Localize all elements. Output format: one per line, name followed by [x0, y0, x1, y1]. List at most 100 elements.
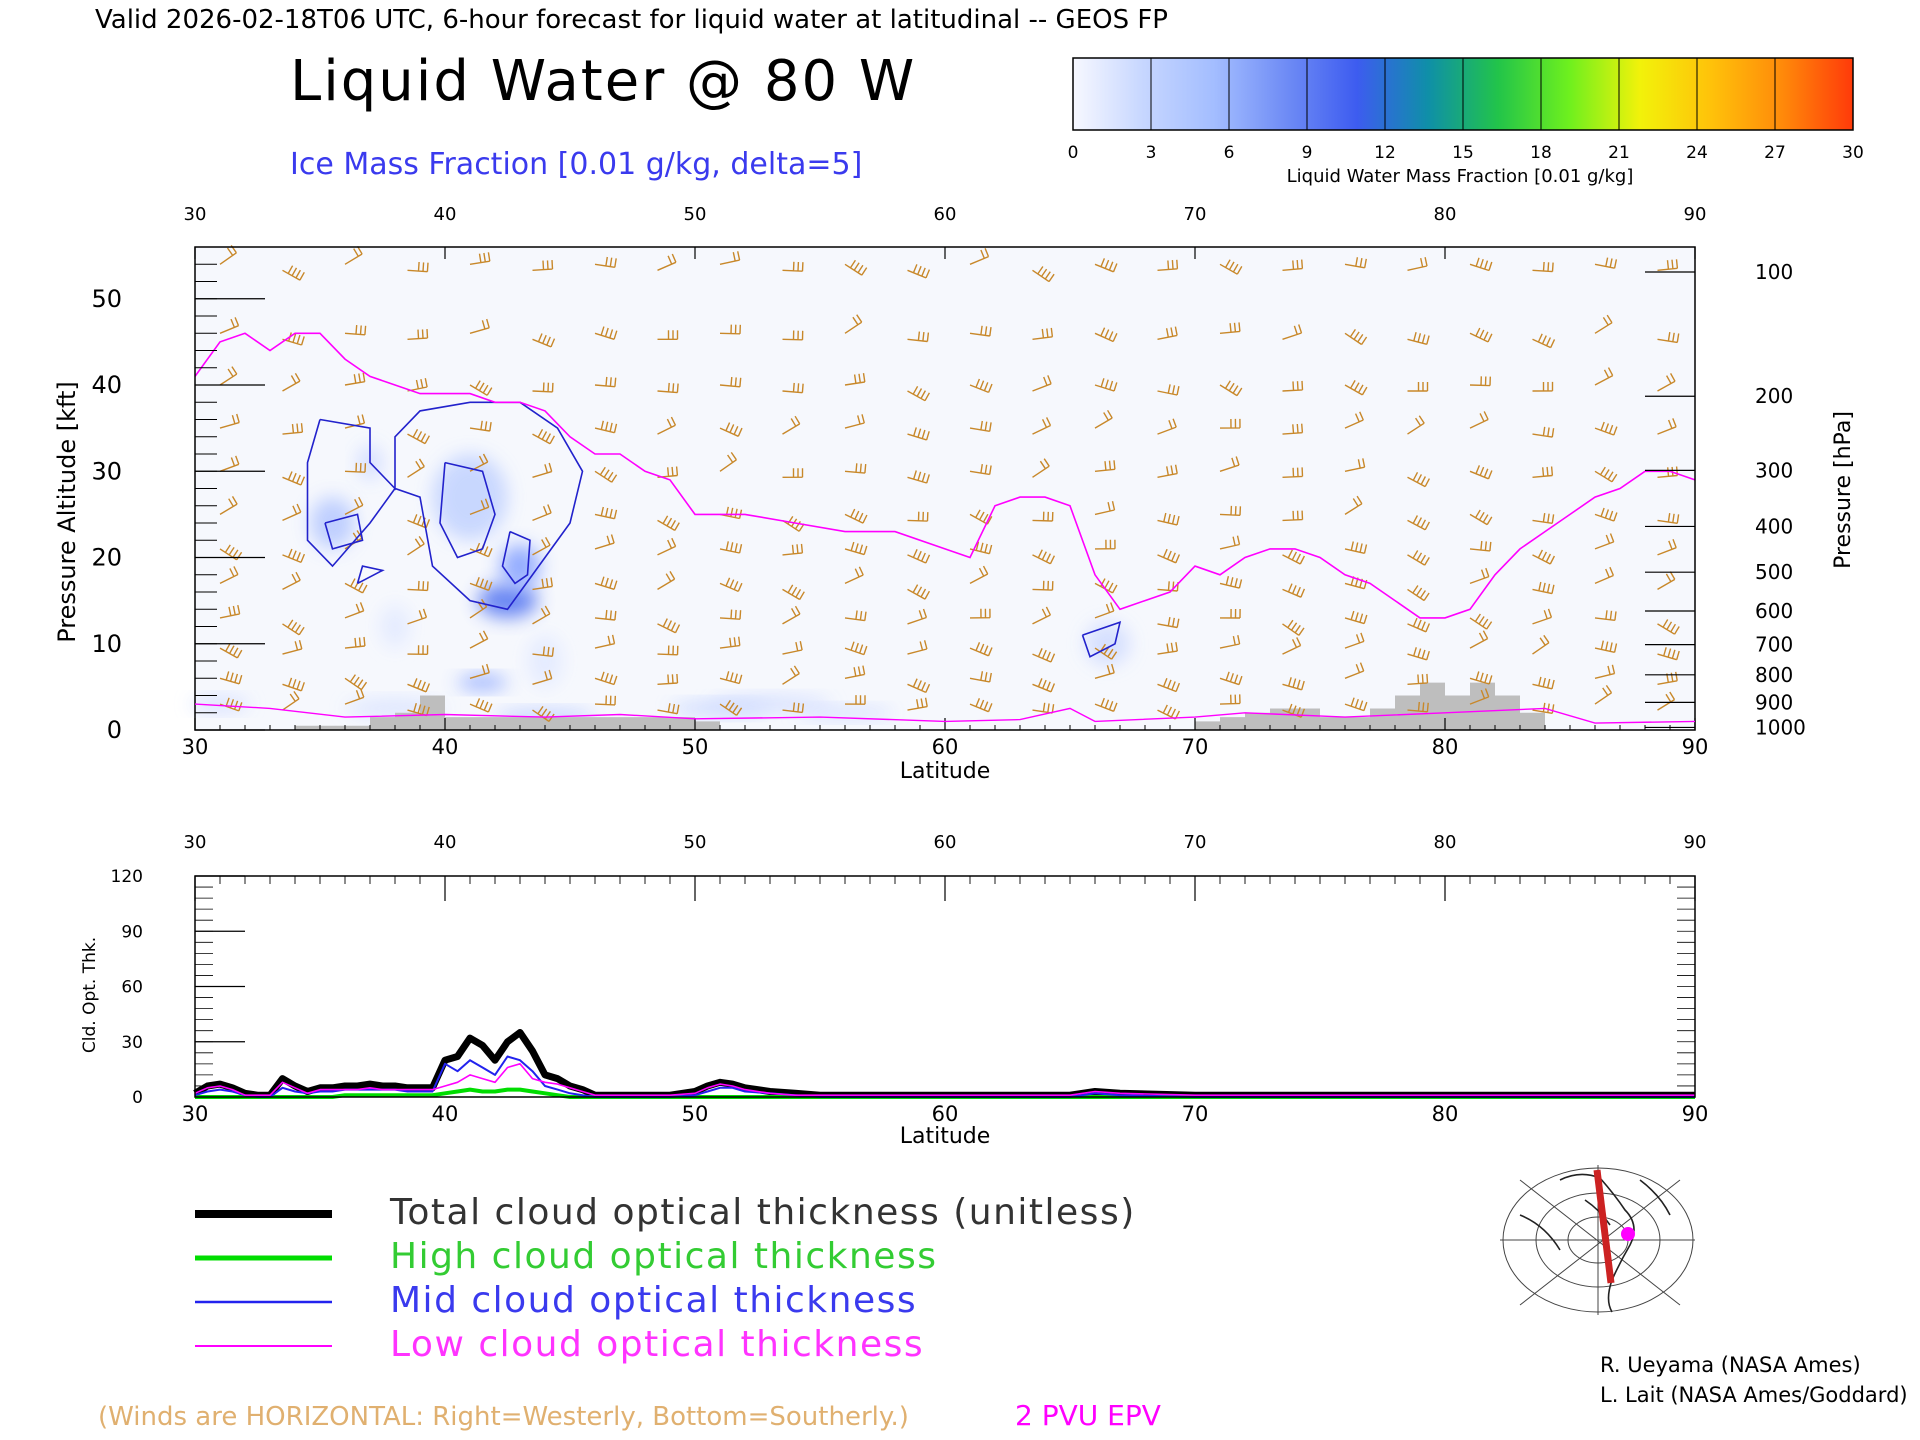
wind-barb — [1032, 648, 1056, 663]
wind-barb — [1032, 327, 1054, 340]
ice-contour — [324, 513, 364, 550]
wind-barb — [344, 462, 367, 473]
wind-barb — [969, 248, 990, 265]
pressure-tick-label: 700 — [1755, 633, 1793, 657]
wind-barb — [1532, 512, 1555, 524]
lower-x-tick-label: 70 — [1182, 1102, 1209, 1126]
wind-barb — [282, 571, 301, 591]
wind-barb — [532, 382, 554, 393]
wind-barb — [532, 605, 551, 625]
optical-thickness-panel: 30 30 40 40 50 50 60 60 70 70 80 80 90 90 0 30 60 90 120 — [111, 832, 1709, 1126]
wind-barb — [1094, 409, 1113, 429]
wind-barb — [1594, 610, 1617, 621]
wind-barb — [1344, 411, 1364, 429]
wind-barb — [719, 452, 737, 472]
wind-barb — [282, 471, 306, 486]
wind-barb — [657, 515, 680, 532]
y-tick-label: 10 — [91, 630, 122, 658]
wind-barb — [1282, 619, 1305, 636]
wind-barb — [1094, 378, 1118, 392]
wind-barb — [469, 630, 489, 649]
wind-barb — [1657, 671, 1678, 685]
wind-barb — [719, 636, 741, 649]
x-tick-label: 80 — [1432, 735, 1459, 759]
lower-y-tick-label: 120 — [111, 867, 143, 887]
wind-barb — [469, 698, 493, 713]
wind-barb — [1032, 458, 1050, 478]
ice-contour — [306, 401, 584, 611]
wind-barb — [407, 580, 429, 592]
wind-barb — [1157, 384, 1180, 396]
lower-x-tick-label: 60 — [932, 1102, 959, 1126]
wind-barb — [844, 463, 867, 474]
terrain-shape — [195, 682, 1695, 730]
wind-barb — [1219, 694, 1241, 705]
wind-barb — [1594, 533, 1615, 550]
lower-x-tick-label-top: 70 — [1184, 832, 1207, 853]
wind-barb — [1282, 637, 1302, 655]
wind-barb-layer — [219, 244, 1680, 722]
wind-barb — [1344, 541, 1368, 554]
wind-barb — [594, 671, 618, 686]
legend-total-label: Total cloud optical thickness (unitless) — [389, 1192, 1136, 1233]
wind-barb — [969, 325, 992, 337]
epv-surface-contour — [194, 703, 1696, 724]
wind-barb — [594, 506, 618, 520]
wind-barb — [469, 542, 493, 558]
colorbar-tick-label: 9 — [1302, 143, 1313, 163]
wind-barb — [844, 372, 866, 386]
wind-barb — [1219, 505, 1242, 516]
wind-barb — [1407, 382, 1429, 392]
wind-barb — [407, 378, 428, 392]
wind-barb — [1157, 326, 1178, 340]
wind-barb — [844, 259, 868, 276]
wind-barb — [907, 385, 931, 402]
wind-barb — [782, 261, 804, 272]
wind-barb — [657, 466, 679, 478]
wind-barb — [219, 671, 243, 685]
upper-plot-background — [195, 247, 1695, 730]
wind-barb — [1407, 673, 1429, 685]
wind-barb — [1594, 314, 1613, 334]
wind-barb — [1657, 512, 1680, 524]
wind-barb — [969, 509, 993, 525]
wind-barb — [907, 470, 930, 484]
wind-barb — [1282, 467, 1304, 478]
wind-barb — [907, 584, 931, 600]
upper-xlabel: Latitude — [900, 759, 991, 784]
wind-barb — [282, 265, 305, 281]
legend: Total cloud optical thickness (unitless)… — [195, 1192, 1136, 1365]
chart-title: Liquid Water @ 80 W — [290, 49, 916, 114]
wind-barb — [657, 330, 679, 340]
wind-barb — [1657, 647, 1680, 661]
wind-barb — [282, 691, 300, 711]
wind-barb — [719, 609, 742, 620]
wind-barb — [1532, 381, 1554, 392]
wind-barb — [282, 548, 306, 564]
wind-barb — [657, 571, 676, 590]
wind-barb — [1594, 685, 1613, 705]
wind-barb — [969, 608, 991, 619]
wind-barb — [594, 634, 616, 649]
wind-barb — [1469, 465, 1493, 480]
wind-barb — [657, 673, 679, 685]
wind-barb — [1532, 549, 1556, 565]
wind-barb — [1094, 643, 1118, 660]
wind-barb — [1469, 630, 1489, 649]
lower-xlabel: Latitude — [900, 1124, 991, 1149]
x-tick-label: 60 — [932, 735, 959, 759]
optical-thickness-series — [193, 1029, 1695, 1099]
wind-barb — [219, 566, 239, 585]
wind-barb — [1469, 257, 1493, 272]
x-tick-label-top: 40 — [434, 204, 457, 225]
wind-barb — [1157, 548, 1181, 564]
wind-barb — [907, 511, 929, 522]
wind-barb — [719, 541, 743, 554]
legend-low-label: Low cloud optical thickness — [390, 1324, 924, 1365]
wind-barb — [1407, 617, 1431, 633]
wind-barb — [782, 641, 803, 655]
lower-x-tick-label: 80 — [1432, 1102, 1459, 1126]
wind-barb — [1344, 697, 1368, 712]
wind-barb — [532, 706, 555, 722]
